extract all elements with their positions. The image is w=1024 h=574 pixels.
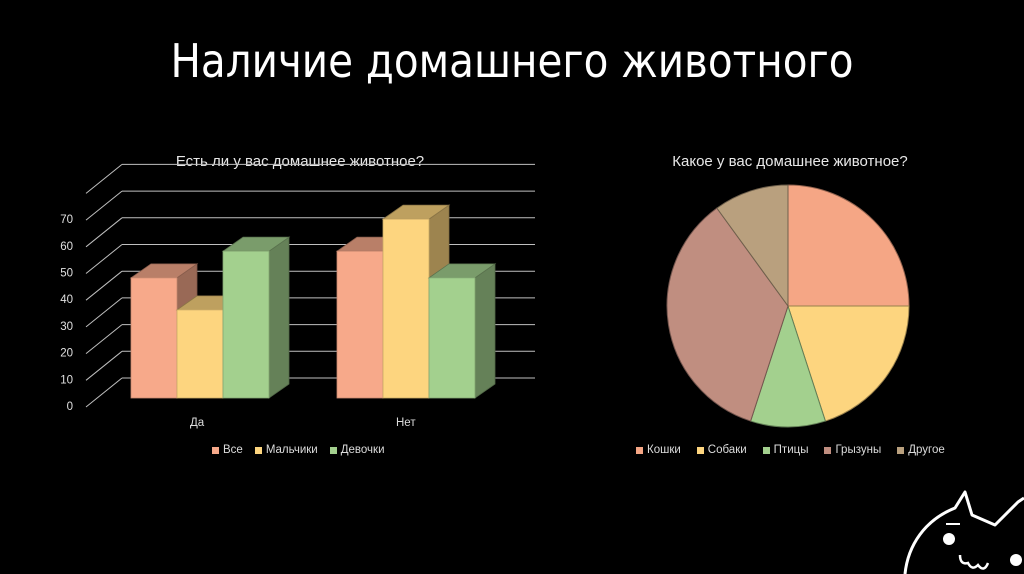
svg-text:10: 10 xyxy=(60,374,73,386)
legend-swatch-icon xyxy=(636,446,643,454)
legend-item: Все xyxy=(212,444,243,456)
legend-swatch-icon xyxy=(329,446,337,454)
legend-swatch-icon xyxy=(254,446,262,454)
legend-swatch-icon xyxy=(212,446,219,454)
legend-item: Мальчики xyxy=(254,444,318,456)
pie-chart-title: Какое у вас домашнее животное? xyxy=(672,153,908,170)
legend-item: Девочки xyxy=(329,444,385,456)
svg-text:60: 60 xyxy=(60,241,73,253)
legend-swatch-icon xyxy=(762,446,770,454)
svg-text:20: 20 xyxy=(60,348,73,360)
legend-swatch-icon xyxy=(897,446,905,454)
legend-label: Все xyxy=(223,444,243,456)
legend-label: Другое xyxy=(908,444,945,456)
legend-label: Собаки xyxy=(707,444,747,456)
svg-text:30: 30 xyxy=(60,321,73,333)
pie-slice-3 xyxy=(666,207,789,422)
legend-item: Грызуны xyxy=(824,444,881,456)
legend-label: Грызуны xyxy=(835,444,882,456)
bar-1-2 xyxy=(427,263,497,399)
svg-text:0: 0 xyxy=(67,401,73,413)
pie-slice-1 xyxy=(787,305,910,422)
svg-text:50: 50 xyxy=(60,268,73,280)
pie-slice-2 xyxy=(749,304,827,428)
pie-slice-4 xyxy=(716,184,789,308)
legend-label: Птицы xyxy=(773,444,809,456)
legend-item: Собаки xyxy=(696,444,747,456)
pie-slice-0 xyxy=(787,184,910,307)
pie-chart-legend: Кошки Собаки Птицы Грызуны Другое xyxy=(636,444,945,456)
legend-swatch-icon xyxy=(824,446,832,454)
category-label: Да xyxy=(190,417,205,429)
bar-0-2 xyxy=(221,236,291,399)
legend-label: Мальчики xyxy=(265,444,318,456)
bar-1-1 xyxy=(381,204,451,399)
legend-label: Девочки xyxy=(340,444,385,456)
legend-item: Другое xyxy=(897,444,945,456)
legend-swatch-icon xyxy=(696,446,704,454)
svg-text:40: 40 xyxy=(60,294,73,306)
legend-item: Кошки xyxy=(636,444,681,456)
slide-title: Наличие домашнего животного xyxy=(170,34,854,88)
svg-text:70: 70 xyxy=(60,214,73,226)
category-label: Нет xyxy=(396,417,416,429)
legend-label: Кошки xyxy=(647,444,681,456)
bar-chart-title: Есть ли у вас домашнее животное? xyxy=(175,153,425,170)
legend-item: Птицы xyxy=(762,444,809,456)
bar-chart-legend: Все Мальчики Девочки xyxy=(212,444,385,456)
